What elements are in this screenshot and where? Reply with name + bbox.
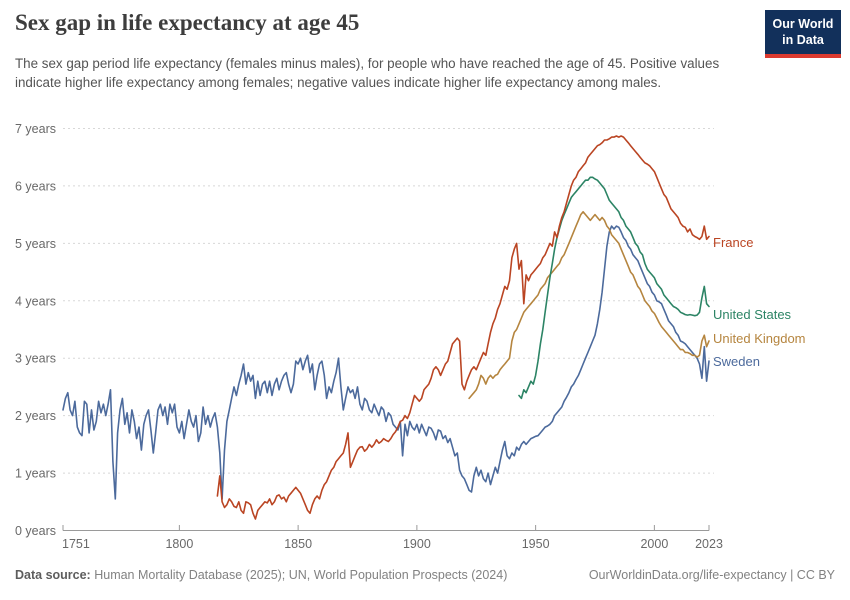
series-label-sweden[interactable]: Sweden xyxy=(713,354,760,369)
data-source-label: Data source: xyxy=(15,568,91,582)
data-source-text: Human Mortality Database (2025); UN, Wor… xyxy=(94,568,508,582)
y-tick-label: 5 years xyxy=(15,237,56,251)
x-tick-label: 2023 xyxy=(695,537,723,551)
y-tick-label: 2 years xyxy=(15,409,56,423)
series-line-sweden[interactable] xyxy=(62,225,710,500)
x-tick-label: 1800 xyxy=(165,537,193,551)
owid-logo: Our World in Data xyxy=(765,10,841,58)
y-tick-label: 7 years xyxy=(15,122,56,136)
x-tick-label: 1950 xyxy=(522,537,550,551)
y-tick-label: 0 years xyxy=(15,524,56,538)
owid-logo-line1: Our World xyxy=(772,17,834,31)
chart-title: Sex gap in life expectancy at age 45 xyxy=(15,10,360,35)
data-source-note: Data source: Human Mortality Database (2… xyxy=(15,568,507,582)
chart-subtitle: The sex gap period life expectancy (fema… xyxy=(15,56,720,91)
series-label-united-states[interactable]: United States xyxy=(713,307,792,322)
owid-logo-line2: in Data xyxy=(782,33,824,48)
x-tick-label: 2000 xyxy=(640,537,668,551)
chart-footer: Data source: Human Mortality Database (2… xyxy=(15,568,835,582)
license-link[interactable]: OurWorldinData.org/life-expectancy | CC … xyxy=(588,568,835,582)
y-tick-label: 1 years xyxy=(15,467,56,481)
y-tick-label: 3 years xyxy=(15,352,56,366)
y-tick-label: 4 years xyxy=(15,294,56,308)
x-tick-label: 1900 xyxy=(403,537,431,551)
series-line-united-states[interactable] xyxy=(518,176,710,400)
y-tick-label: 6 years xyxy=(15,179,56,193)
series-line-france[interactable] xyxy=(216,135,710,520)
x-tick-label: 1850 xyxy=(284,537,312,551)
series-label-france[interactable]: France xyxy=(713,235,753,250)
x-tick-label: 1751 xyxy=(62,537,90,551)
series-label-united-kingdom[interactable]: United Kingdom xyxy=(713,331,806,346)
series-line-united-kingdom[interactable] xyxy=(468,211,710,400)
